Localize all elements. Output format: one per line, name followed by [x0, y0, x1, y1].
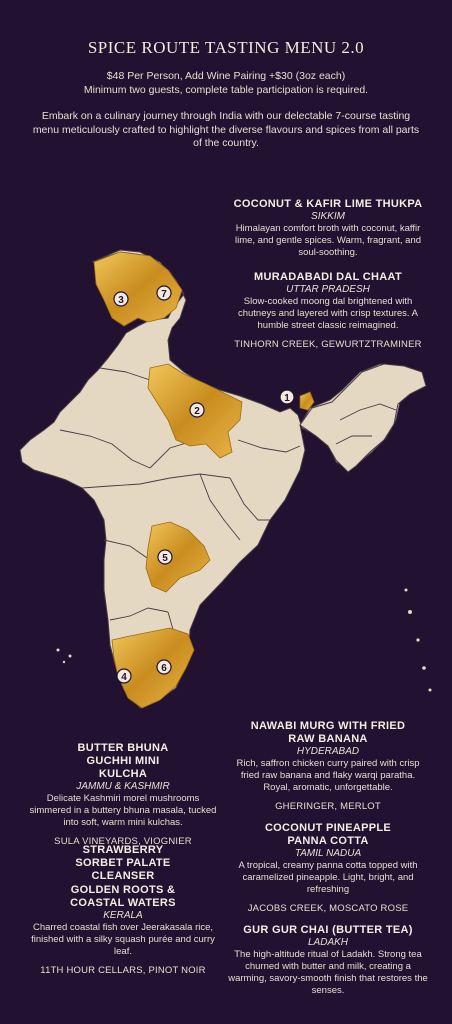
course-name: COCONUT & KAFIR LIME THUKPA — [233, 198, 423, 210]
map-marker-7: 7 — [156, 285, 172, 301]
course-region: HYDERABAD — [296, 746, 360, 757]
northeast-shape — [299, 363, 427, 473]
course-name: MURADABADI DAL CHAAT — [254, 271, 402, 283]
course-name: GOLDEN ROOTS & COASTAL WATERS — [70, 884, 176, 909]
course-nawabi-murg: NAWABI MURG WITH FRIED RAW BANANA HYDERA… — [228, 720, 428, 813]
course-description: A tropical, creamy panna cotta topped wi… — [238, 860, 418, 895]
region-telangana — [145, 521, 211, 593]
course-dal-chaat: MURADABADI DAL CHAAT UTTAR PRADESH Slow-… — [228, 271, 428, 351]
map-marker-3: 3 — [113, 291, 129, 307]
svg-text:4: 4 — [121, 672, 127, 683]
course-region: JAMMU & KASHMIR — [76, 781, 170, 792]
svg-text:6: 6 — [161, 663, 167, 674]
minimum-line: Minimum two guests, complete table parti… — [83, 84, 369, 96]
wine-pairing: JACOBS CREEK, MOSCATO ROSE — [247, 903, 409, 914]
course-description: The high-altitude ritual of Ladakh. Stro… — [228, 949, 428, 996]
course-name: NAWABI MURG WITH FRIED RAW BANANA — [250, 720, 406, 745]
map-marker-5: 5 — [157, 549, 173, 565]
region-sikkim — [299, 391, 315, 411]
intro-text: Embark on a culinary journey through Ind… — [32, 110, 420, 149]
india-mainland-shape — [19, 249, 427, 709]
course-butter-tea: GUR GUR CHAI (BUTTER TEA) LADAKH The hig… — [228, 924, 428, 997]
price-line: $48 Per Person, Add Wine Pairing +$30 (3… — [106, 70, 346, 82]
india-map: 1 2 3 4 5 6 7 — [19, 249, 432, 709]
course-name: BUTTER BHUNA GUCHHI MINI KULCHA — [77, 742, 169, 780]
course-description: Slow-cooked moong dal brightened with ch… — [237, 296, 419, 331]
course-region: KERALA — [103, 910, 143, 921]
map-marker-1: 1 — [279, 389, 295, 405]
course-name: STRAWBERRY SORBET PALATE CLEANSER — [75, 844, 171, 882]
menu-title: SPICE ROUTE TASTING MENU 2.0 — [87, 38, 365, 57]
course-sorbet: STRAWBERRY SORBET PALATE CLEANSER — [28, 844, 218, 883]
map-marker-6: 6 — [156, 659, 172, 675]
svg-text:3: 3 — [118, 295, 124, 306]
course-description: Himalayan comfort broth with coconut, ka… — [234, 223, 422, 258]
svg-text:5: 5 — [162, 553, 168, 564]
course-description: Rich, saffron chicken curry paired with … — [236, 758, 420, 793]
map-marker-4: 4 — [116, 668, 132, 684]
course-description: Delicate Kashmiri morel mushrooms simmer… — [29, 793, 217, 828]
course-golden-roots: GOLDEN ROOTS & COASTAL WATERS KERALA Cha… — [28, 884, 218, 977]
course-region: SIKKIM — [311, 211, 345, 222]
course-panna-cotta: COCONUT PINEAPPLE PANNA COTTA TAMIL NADU… — [228, 822, 428, 915]
region-kashmir-ladakh — [93, 251, 183, 327]
wine-pairing: SULA VINEYARDS, VIOGNIER — [54, 836, 192, 847]
course-name: COCONUT PINEAPPLE PANNA COTTA — [264, 822, 392, 847]
region-kerala-tamilnadu — [111, 627, 195, 709]
course-name: GUR GUR CHAI (BUTTER TEA) — [243, 924, 413, 936]
wine-pairing: TINHORN CREEK, GEWURTZTRAMINER — [234, 339, 422, 350]
svg-text:7: 7 — [161, 289, 167, 300]
course-guchhi-kulcha: BUTTER BHUNA GUCHHI MINI KULCHA JAMMU & … — [28, 742, 218, 848]
wine-pairing: GHERINGER, MERLOT — [275, 801, 381, 812]
course-region: TAMIL NADUA — [294, 848, 362, 859]
map-marker-2: 2 — [189, 402, 205, 418]
course-region: LADAKH — [307, 937, 348, 948]
islands — [56, 588, 432, 692]
course-region: UTTAR PRADESH — [286, 284, 370, 295]
map-markers: 1 2 3 4 5 6 7 — [113, 285, 295, 684]
svg-text:1: 1 — [284, 393, 290, 404]
svg-text:2: 2 — [194, 406, 200, 417]
course-thukpa: COCONUT & KAFIR LIME THUKPA SIKKIM Himal… — [228, 198, 428, 259]
course-description: Charred coastal fish over Jeerakasala ri… — [31, 922, 215, 957]
wine-pairing: 11TH HOUR CELLARS, PINOT NOIR — [40, 965, 206, 976]
